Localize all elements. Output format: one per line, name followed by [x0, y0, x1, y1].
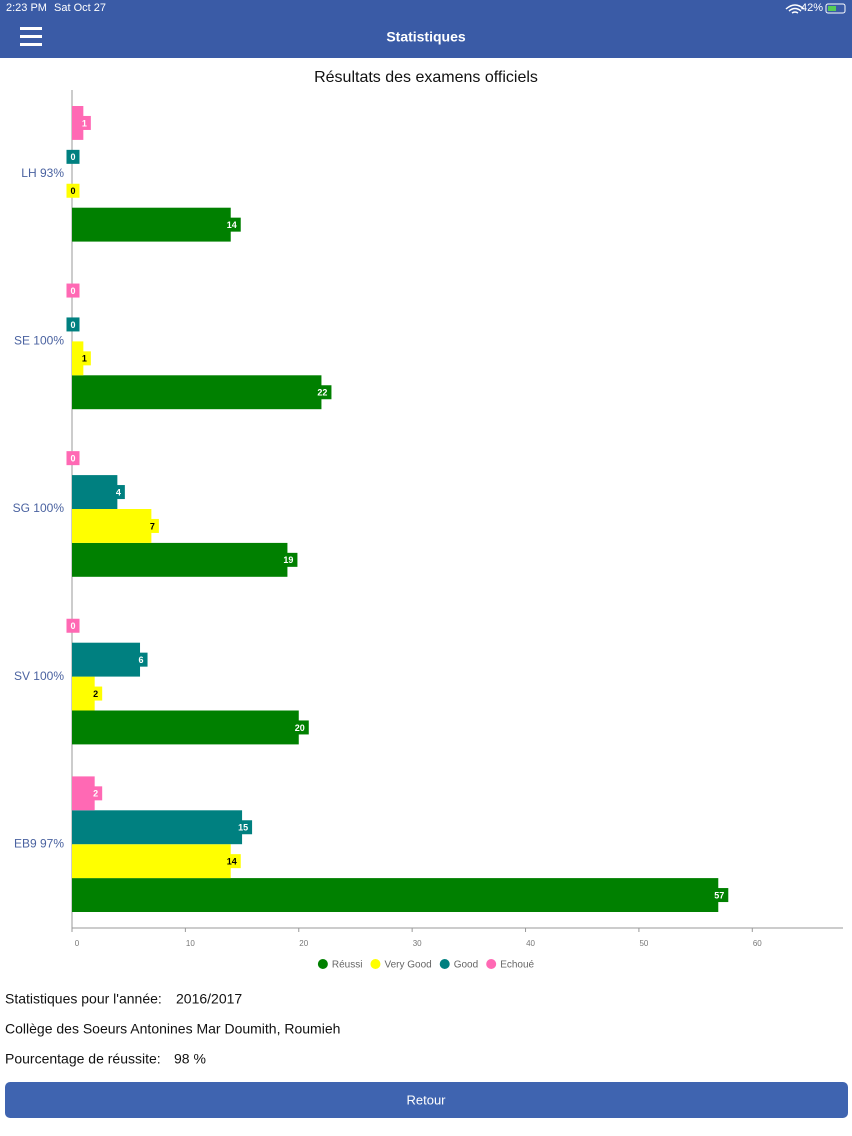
- value-label-bg: [134, 652, 148, 667]
- bar: [72, 676, 95, 711]
- value-label: 7: [150, 521, 155, 531]
- value-label: 1: [82, 118, 87, 128]
- value-label-bg: [89, 686, 103, 701]
- bar: [72, 106, 84, 140]
- legend-marker: [317, 959, 328, 969]
- battery-icon: [825, 3, 846, 14]
- legend-label: Very Good: [384, 960, 431, 971]
- legend-label: Echoué: [500, 960, 534, 971]
- back-button[interactable]: Retour: [5, 1082, 848, 1118]
- menu-bar: [20, 27, 42, 30]
- menu-button[interactable]: [20, 27, 42, 46]
- bar: [72, 475, 118, 509]
- value-label-bg: [89, 786, 103, 801]
- legend-label: Good: [454, 960, 478, 971]
- value-label: 0: [70, 621, 75, 631]
- value-label-bg: [66, 183, 80, 198]
- bar: [72, 810, 243, 845]
- bar: [72, 341, 84, 376]
- value-label-bg: [222, 854, 241, 869]
- value-label-bg: [145, 518, 159, 533]
- value-label-bg: [710, 888, 729, 903]
- legend-marker: [486, 959, 497, 969]
- value-label: 0: [70, 186, 75, 196]
- menu-bar: [20, 43, 42, 46]
- value-label: 14: [227, 220, 237, 230]
- value-label: 19: [283, 555, 293, 565]
- value-label-bg: [290, 720, 309, 735]
- value-label: 22: [317, 388, 327, 398]
- y-tick-label: SE 100%: [14, 334, 64, 348]
- wifi-icon: [785, 4, 805, 14]
- value-label: 14: [227, 857, 237, 867]
- status-time: 2:23 PM: [6, 2, 47, 14]
- value-label: 0: [70, 152, 75, 162]
- chart-title: Résultats des examens officiels: [314, 69, 538, 86]
- value-label: 57: [714, 890, 724, 900]
- bar: [72, 776, 95, 811]
- value-label: 0: [70, 454, 75, 464]
- bar: [72, 844, 231, 879]
- bar: [72, 375, 322, 410]
- value-label-bg: [77, 115, 91, 130]
- legend-marker: [370, 959, 381, 969]
- bar: [72, 542, 288, 577]
- bar: [72, 642, 141, 677]
- y-tick-label: SV 100%: [14, 669, 64, 683]
- value-label-bg: [222, 217, 241, 232]
- y-tick-label: LH 93%: [21, 166, 64, 180]
- value-label: 2: [93, 789, 98, 799]
- value-label-bg: [111, 485, 125, 500]
- legend-label: Réussi: [332, 960, 363, 971]
- rate-value: 98 %: [174, 1051, 206, 1067]
- bar: [72, 509, 152, 543]
- value-label: 20: [295, 723, 305, 733]
- header-title: Statistiques: [386, 29, 466, 45]
- value-label: 1: [82, 354, 87, 364]
- legend-marker: [439, 959, 450, 969]
- year-value: 2016/2017: [176, 991, 242, 1007]
- value-label: 0: [70, 286, 75, 296]
- value-label-bg: [66, 317, 80, 332]
- bar: [72, 878, 719, 912]
- value-label-bg: [66, 618, 80, 633]
- value-label: 6: [139, 655, 144, 665]
- status-date: Sat Oct 27: [54, 2, 106, 14]
- value-label: 2: [93, 689, 98, 699]
- x-tick-label: 50: [639, 939, 648, 948]
- value-label-bg: [313, 385, 332, 400]
- app-header: [0, 0, 852, 58]
- rate-label: Pourcentage de réussite:: [5, 1051, 161, 1067]
- x-tick-label: 0: [75, 939, 80, 948]
- y-tick-label: SG 100%: [13, 501, 65, 515]
- x-tick-label: 10: [186, 939, 195, 948]
- bar: [72, 207, 231, 242]
- school-name: Collège des Soeurs Antonines Mar Doumith…: [5, 1021, 340, 1037]
- x-tick-label: 60: [753, 939, 762, 948]
- battery-level: [828, 6, 836, 11]
- value-label-bg: [279, 552, 298, 567]
- value-label: 4: [116, 487, 121, 497]
- menu-bar: [20, 35, 42, 38]
- status-battery: 42%: [801, 2, 823, 14]
- bar: [72, 710, 299, 745]
- x-tick-label: 30: [413, 939, 422, 948]
- value-label-bg: [77, 351, 91, 366]
- value-label: 0: [70, 320, 75, 330]
- button-bg: [5, 1082, 848, 1118]
- value-label: 15: [238, 823, 248, 833]
- year-label: Statistiques pour l'année:: [5, 991, 162, 1007]
- button-label: Retour: [406, 1092, 446, 1107]
- x-tick-label: 20: [299, 939, 308, 948]
- value-label-bg: [66, 149, 80, 164]
- value-label-bg: [66, 283, 80, 298]
- y-tick-label: EB9 97%: [14, 836, 64, 850]
- value-label-bg: [234, 820, 253, 835]
- value-label-bg: [66, 451, 80, 466]
- x-tick-label: 40: [526, 939, 535, 948]
